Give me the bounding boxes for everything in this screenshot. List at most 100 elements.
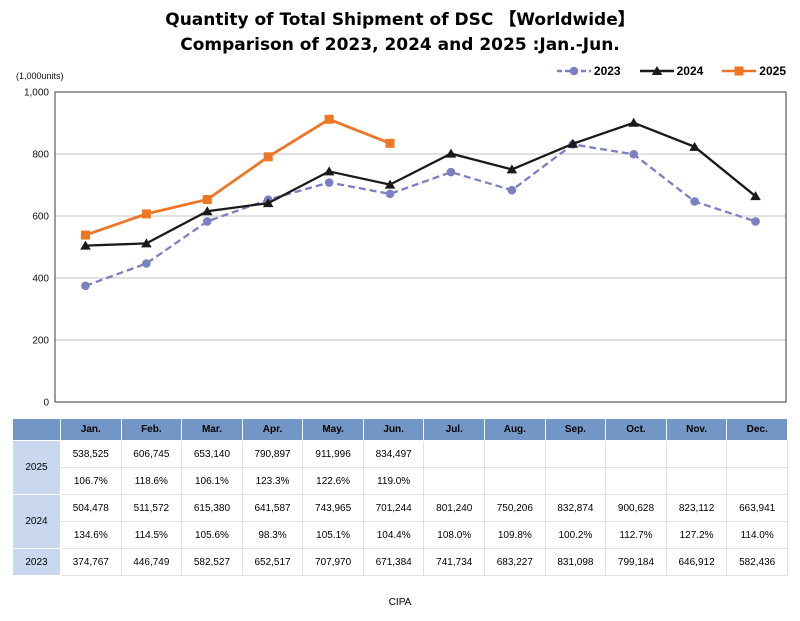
value-cell: [605, 440, 667, 468]
ratio-cell: 127.2%: [665, 521, 728, 549]
month-header: Apr.: [241, 418, 304, 441]
value-cell: 790,897: [241, 440, 304, 468]
series-2023-point: [81, 281, 90, 291]
series-2023-line: [85, 143, 756, 287]
ratio-cell: 134.6%: [60, 521, 122, 549]
value-cell: 911,996: [302, 440, 364, 468]
month-header: Nov.: [665, 418, 728, 441]
year-label: 2023: [12, 548, 61, 576]
month-header: Jun.: [362, 418, 425, 441]
table-corner-cell: [12, 418, 61, 441]
value-cell: 511,572: [120, 494, 183, 522]
month-header: Mar.: [181, 418, 243, 441]
month-header: Aug.: [484, 418, 546, 441]
month-header: Oct.: [605, 418, 667, 441]
y-tick-label: 1,000: [24, 88, 49, 99]
series-2023-point: [690, 197, 699, 206]
series-2023-point: [142, 259, 151, 268]
legend-label: 2024: [676, 64, 704, 78]
value-cell: 446,749: [120, 548, 183, 576]
series-2025-point: [141, 209, 151, 219]
value-cell: 832,874: [544, 494, 607, 522]
series-2024-line: [85, 121, 757, 247]
ratio-cell: 112.7%: [605, 521, 667, 549]
monthly-data-table: Jan. Feb. Mar. Apr. May. Jun. Jul. Aug. Sep. Oct.…: [12, 418, 788, 576]
ratio-cell: [423, 467, 486, 495]
series-2024-point: [567, 138, 579, 148]
ratio-cell: 123.3%: [241, 467, 304, 495]
ratio-cell: [726, 467, 788, 495]
legend-item-2025: 2025: [721, 64, 786, 78]
source-label: CIPA: [388, 597, 412, 608]
ratio-cell: 108.0%: [423, 521, 486, 549]
page-title: Quantity of Total Shipment of DSC 【World…: [0, 8, 800, 58]
value-cell: 900,628: [605, 494, 667, 522]
y-tick-label: 0: [43, 398, 49, 409]
year-label: 2025: [12, 440, 61, 495]
series-2024-point: [323, 166, 335, 176]
y-tick-label: 200: [32, 336, 49, 347]
value-cell: 701,244: [362, 494, 425, 522]
ratio-cell: 98.3%: [241, 521, 304, 549]
series-2023-point: [751, 217, 760, 226]
ratio-cell: 109.8%: [484, 521, 546, 549]
series-2023-point: [507, 185, 517, 195]
series-2024-point: [80, 240, 91, 250]
series-2025-line: [85, 117, 391, 237]
ratio-cell: [605, 467, 667, 495]
series-2024-point: [384, 179, 396, 189]
month-header: Jul.: [423, 418, 486, 441]
series-2025-point: [80, 230, 90, 240]
value-cell: 606,745: [120, 440, 183, 468]
value-cell: [726, 440, 788, 468]
value-cell: [484, 440, 546, 468]
ratio-cell: [484, 467, 546, 495]
value-cell: 707,970: [302, 548, 364, 576]
series-2024-point: [445, 148, 457, 158]
chart-legend: 2023 2024 2025: [556, 64, 786, 78]
table-header-row: Jan. Feb. Mar. Apr. May. Jun. Jul. Aug. Sep. Oct.…: [12, 418, 788, 441]
line-chart-canvas: 0 200 400 600 800 1,000: [24, 88, 787, 409]
y-tick-label: 800: [32, 150, 49, 161]
2024-legend-marker-icon: [651, 66, 662, 75]
series-2025-point: [324, 114, 334, 124]
series-2024-point: [750, 191, 761, 201]
y-axis-unit-label: (1,000units): [16, 71, 64, 81]
value-cell: 641,587: [241, 494, 304, 522]
2023-legend-marker-icon: [569, 66, 579, 76]
value-cell: [423, 440, 486, 468]
legend-item-2023: 2023: [556, 64, 621, 78]
y-tick-label: 400: [32, 274, 49, 285]
series-2023-point: [629, 149, 639, 159]
table-row: 2023 374,767 446,749 582,527 652,517 707,970 6…: [12, 548, 788, 576]
value-cell: 823,112: [665, 494, 728, 522]
value-cell: [544, 440, 607, 468]
series-2025-point: [263, 152, 273, 162]
legend-item-2024: 2024: [639, 64, 704, 78]
value-cell: 663,941: [726, 494, 788, 522]
series-2024-point: [628, 117, 640, 127]
value-cell: 582,436: [726, 548, 788, 576]
title-line1: Quantity of Total Shipment of DSC 【World…: [165, 10, 635, 30]
table-row: 106.7% 118.6% 106.1% 123.3% 122.6% 119.0%: [13, 467, 788, 495]
legend-label: 2025: [759, 64, 786, 78]
legend-label: 2023: [593, 64, 621, 78]
legend-swatch-icon: [556, 66, 591, 76]
value-cell: 743,965: [302, 494, 364, 522]
series-2024-point: [141, 238, 152, 248]
value-cell: 799,184: [605, 548, 667, 576]
value-cell: 652,517: [241, 548, 304, 576]
ratio-cell: 114.5%: [120, 521, 183, 549]
value-cell: 801,240: [423, 494, 486, 522]
ratio-cell: 104.4%: [362, 521, 425, 549]
ratio-cell: 100.2%: [544, 521, 607, 549]
ratio-cell: 106.7%: [60, 467, 122, 495]
plot-border: [54, 91, 787, 403]
series-2023-point: [446, 167, 456, 177]
ratio-cell: 105.6%: [181, 521, 243, 549]
value-cell: 834,497: [362, 440, 425, 468]
series-2025-point: [385, 138, 395, 148]
table-row: 134.6% 114.5% 105.6% 98.3% 105.1% 104.4% 108.0…: [13, 521, 788, 549]
series-2023-point: [324, 178, 334, 187]
value-cell: 646,912: [665, 548, 728, 576]
